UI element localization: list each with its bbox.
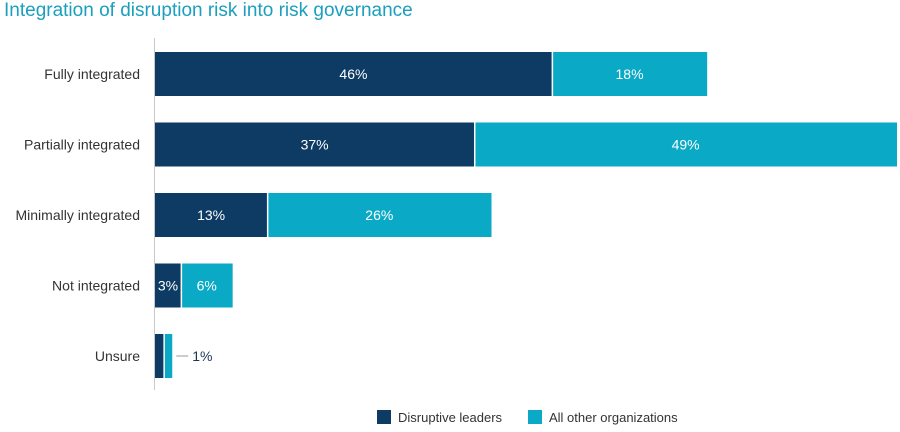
category-label: Partially integrated <box>24 137 140 153</box>
bar-segment-disruptive-leaders <box>155 122 475 167</box>
category-label: Not integrated <box>52 278 140 294</box>
legend-label: All other organizations <box>549 410 678 425</box>
legend: Disruptive leaders All other organization… <box>377 410 678 425</box>
category-label: Unsure <box>95 348 140 364</box>
data-label: 6% <box>197 278 217 294</box>
bar-segment-disruptive-leaders <box>155 52 552 96</box>
bar-segment-disruptive-leaders <box>155 334 164 378</box>
data-label: 26% <box>365 207 393 223</box>
data-label: 3% <box>158 278 178 294</box>
bar-segment-disruptive-leaders <box>155 263 181 308</box>
data-label: 49% <box>672 137 700 153</box>
category-label: Fully integrated <box>44 66 140 82</box>
bar-segment-all-other-organizations <box>551 52 708 96</box>
data-label: 37% <box>301 137 329 153</box>
bar-segment-all-other-organizations <box>163 334 173 378</box>
data-label: 1% <box>192 348 212 364</box>
bar-segment-all-other-organizations <box>474 122 897 167</box>
legend-swatch <box>528 410 542 424</box>
data-label: 46% <box>339 66 367 82</box>
legend-swatch <box>377 410 391 424</box>
legend-label: Disruptive leaders <box>398 410 503 425</box>
bar-segment-disruptive-leaders <box>155 193 268 237</box>
data-label: 13% <box>197 207 225 223</box>
bar-segment-all-other-organizations <box>267 193 492 237</box>
chart-title: Integration of disruption risk into risk… <box>4 0 413 21</box>
category-label: Minimally integrated <box>16 207 141 223</box>
data-label: 18% <box>616 66 644 82</box>
bar-segment-all-other-organizations <box>180 263 233 308</box>
